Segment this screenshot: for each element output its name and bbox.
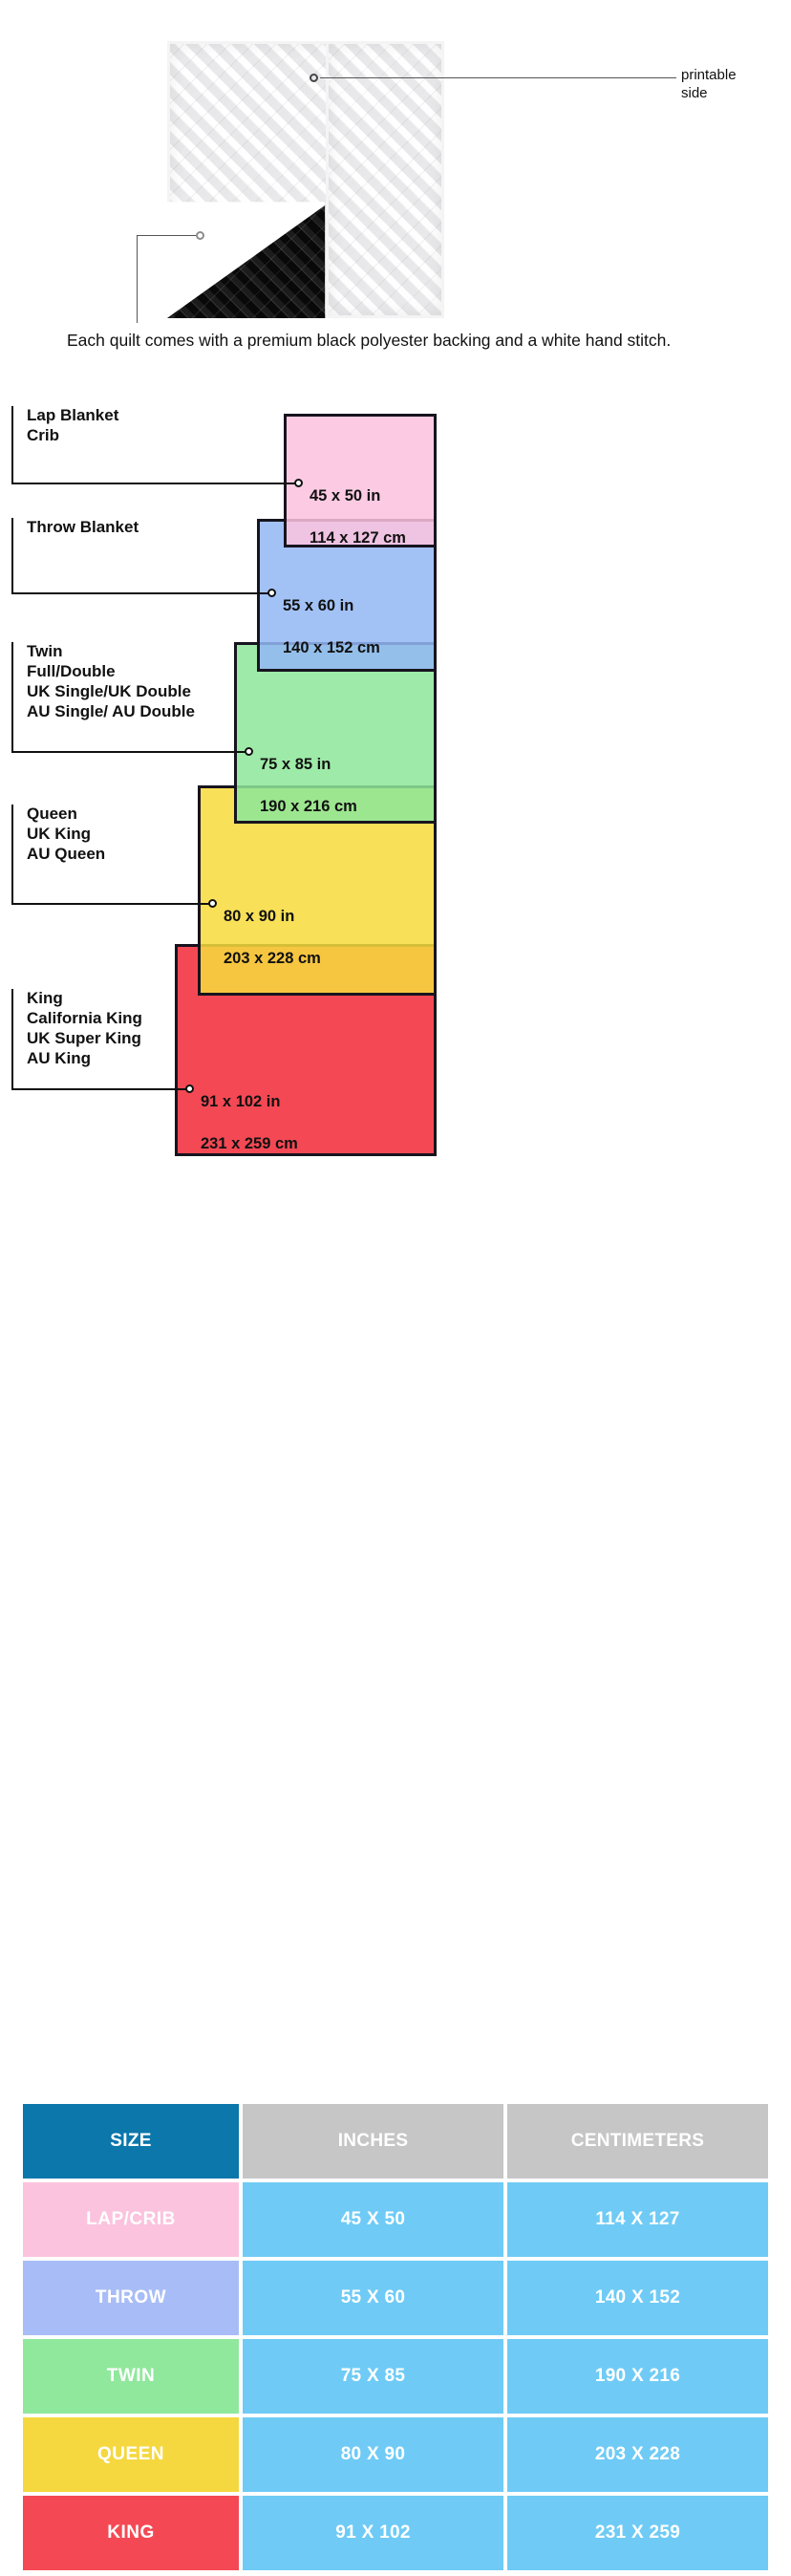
leader-dot-throw	[267, 589, 276, 597]
printable-side-marker-dot	[310, 74, 318, 82]
size-rect-lap-crib	[284, 414, 437, 547]
printable-side-label-line1: printable	[681, 67, 737, 83]
black-backing-leader-horizontal	[137, 235, 196, 236]
table-cell-cm-queen: 203 X 228	[507, 2417, 768, 2492]
table-header-row: SIZE INCHES CENTIMETERS	[23, 2104, 768, 2179]
table-cell-inches-king: 91 X 102	[243, 2496, 503, 2570]
dimensions-queen-inches: 80 x 90 in	[224, 907, 295, 925]
table-cell-size-throw: THROW	[23, 2261, 239, 2335]
quilt-black-backing	[167, 199, 334, 318]
table-header-centimeters: CENTIMETERS	[507, 2104, 768, 2179]
table-cell-size-twin: TWIN	[23, 2339, 239, 2414]
leader-dot-queen	[208, 899, 217, 908]
size-label-queen: Queen UK King AU Queen	[27, 805, 106, 863]
dimensions-twin-cm: 190 x 216 cm	[260, 797, 357, 815]
dimensions-lap-crib: 45 x 50 in 114 x 127 cm	[310, 465, 406, 570]
table-cell-cm-lap-crib: 114 X 127	[507, 2182, 768, 2257]
quilt-photo-block: printable side Each quilt comes with a p…	[0, 0, 791, 573]
table-row: QUEEN 80 X 90 203 X 228	[23, 2417, 768, 2492]
table-cell-size-king: KING	[23, 2496, 239, 2570]
dimensions-lap-crib-cm: 114 x 127 cm	[310, 528, 406, 547]
leader-dot-twin	[245, 747, 253, 756]
leader-horizontal-queen	[11, 903, 212, 905]
leader-vertical-lap-crib	[11, 406, 13, 483]
size-label-lap-crib: Lap Blanket Crib	[27, 406, 119, 444]
table-cell-inches-lap-crib: 45 X 50	[243, 2182, 503, 2257]
quilt-white-right-panel	[326, 41, 444, 318]
printable-side-label-line2: side	[681, 84, 708, 101]
table-cell-inches-throw: 55 X 60	[243, 2261, 503, 2335]
table-cell-cm-twin: 190 X 216	[507, 2339, 768, 2414]
dimensions-lap-crib-inches: 45 x 50 in	[310, 486, 381, 504]
black-backing-marker-dot	[196, 231, 204, 240]
dimensions-throw: 55 x 60 in 140 x 152 cm	[283, 575, 380, 680]
leader-vertical-throw	[11, 518, 13, 594]
table-cell-cm-throw: 140 X 152	[507, 2261, 768, 2335]
leader-vertical-queen	[11, 805, 13, 905]
leader-dot-king	[185, 1084, 194, 1093]
leader-dot-lap-crib	[294, 479, 303, 487]
table-cell-size-queen: QUEEN	[23, 2417, 239, 2492]
leader-vertical-king	[11, 989, 13, 1090]
table-cell-inches-twin: 75 X 85	[243, 2339, 503, 2414]
table-row: KING 91 X 102 231 X 259	[23, 2496, 768, 2570]
printable-side-label: printable side	[681, 67, 786, 103]
table-header-inches: INCHES	[243, 2104, 503, 2179]
table-cell-size-lap-crib: LAP/CRIB	[23, 2182, 239, 2257]
leader-vertical-twin	[11, 642, 13, 753]
table-row: TWIN 75 X 85 190 X 216	[23, 2339, 768, 2414]
dimensions-queen-cm: 203 x 228 cm	[224, 949, 321, 967]
leader-horizontal-throw	[11, 592, 271, 594]
table-cell-inches-queen: 80 X 90	[243, 2417, 503, 2492]
size-label-twin: Twin Full/Double UK Single/UK Double AU …	[27, 642, 195, 720]
dimensions-king: 91 x 102 in 231 x 259 cm	[201, 1071, 298, 1176]
size-label-throw: Throw Blanket	[27, 518, 139, 536]
printable-side-leader-line	[320, 77, 676, 78]
dimensions-queen: 80 x 90 in 203 x 228 cm	[224, 886, 321, 991]
table-cell-cm-king: 231 X 259	[507, 2496, 768, 2570]
quilt-product-illustration	[167, 41, 444, 318]
dimensions-twin-inches: 75 x 85 in	[260, 755, 331, 773]
quilt-caption-text: Each quilt comes with a premium black po…	[67, 331, 672, 350]
dimensions-king-inches: 91 x 102 in	[201, 1092, 281, 1110]
size-label-king: King California King UK Super King AU Ki…	[27, 989, 142, 1067]
table-row: LAP/CRIB 45 X 50 114 X 127	[23, 2182, 768, 2257]
table-header-size: SIZE	[23, 2104, 239, 2179]
size-rect-twin	[234, 642, 437, 824]
dimensions-twin: 75 x 85 in 190 x 216 cm	[260, 734, 357, 839]
leader-horizontal-twin	[11, 751, 248, 753]
dimensions-king-cm: 231 x 259 cm	[201, 1134, 298, 1152]
leader-horizontal-lap-crib	[11, 483, 298, 484]
table-row: THROW 55 X 60 140 X 152	[23, 2261, 768, 2335]
size-chart-table: SIZE INCHES CENTIMETERS LAP/CRIB 45 X 50…	[19, 2100, 772, 2574]
dimensions-throw-cm: 140 x 152 cm	[283, 638, 380, 656]
leader-horizontal-king	[11, 1088, 189, 1090]
black-backing-leader-vertical	[137, 235, 138, 323]
dimensions-throw-inches: 55 x 60 in	[283, 596, 354, 614]
